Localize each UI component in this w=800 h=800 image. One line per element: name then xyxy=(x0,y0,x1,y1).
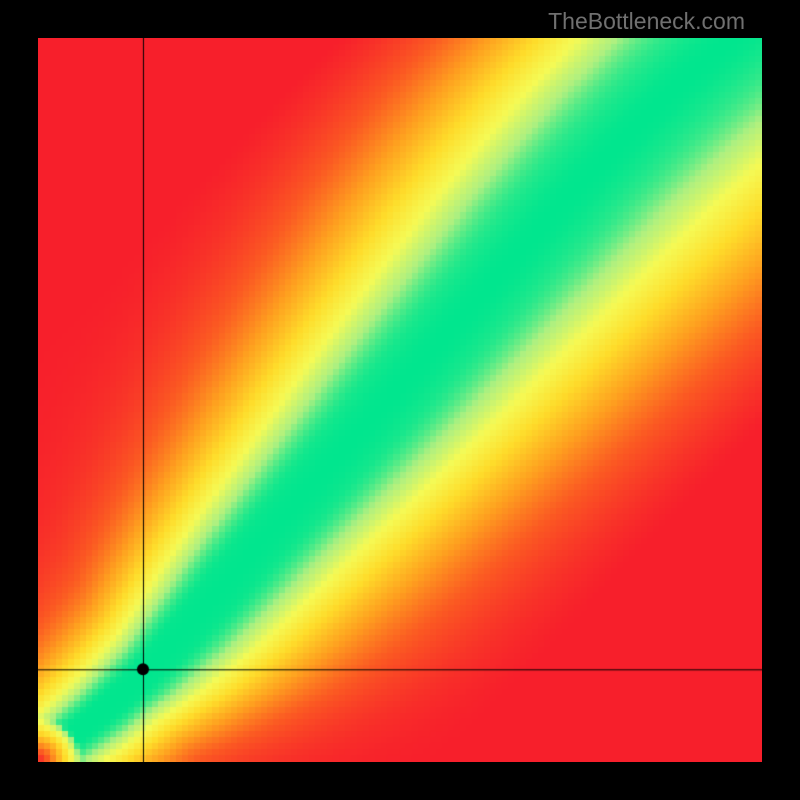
watermark-text: TheBottleneck.com xyxy=(548,8,745,35)
chart-container: TheBottleneck.com xyxy=(0,0,800,800)
heatmap-canvas xyxy=(38,38,762,762)
heatmap-area xyxy=(38,38,762,762)
